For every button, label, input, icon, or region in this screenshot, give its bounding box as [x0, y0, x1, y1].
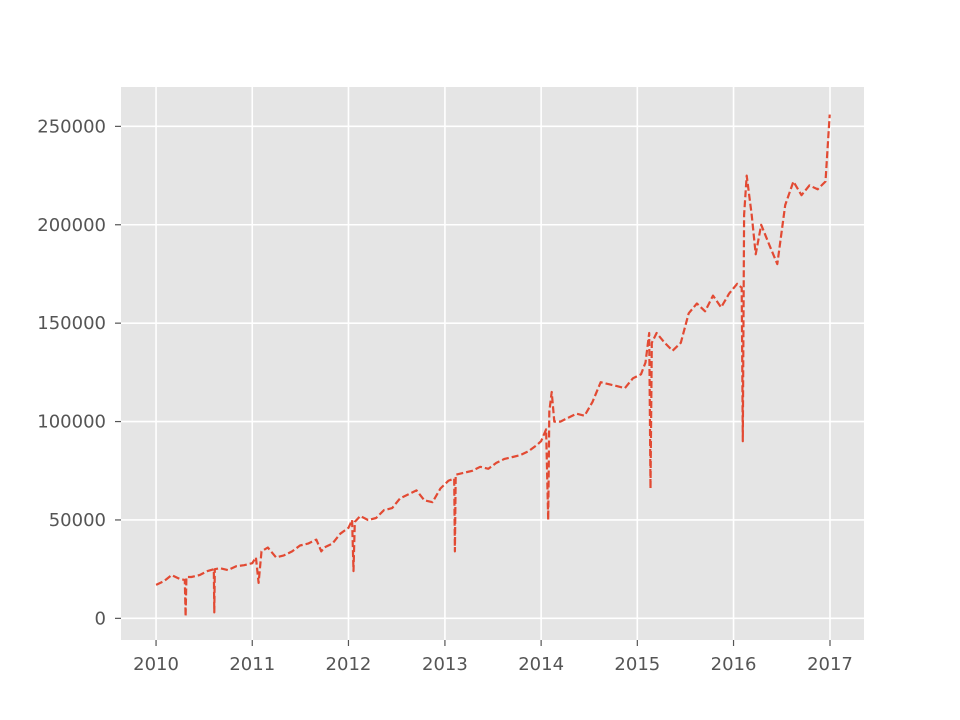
x-tick-label: 2017: [807, 654, 853, 675]
y-tick-label: 0: [95, 608, 106, 629]
x-tick-labels: 2010 2011 2012 2013 2014 2015 2016 2017: [133, 654, 853, 675]
y-tick-labels: 0 50000 100000 150000 200000 250000: [37, 116, 106, 629]
x-tick-label: 2013: [422, 654, 468, 675]
series-line: [155, 114, 831, 618]
x-tick-label: 2012: [326, 654, 372, 675]
y-tick-label: 250000: [37, 116, 106, 137]
series-layer: [155, 114, 831, 618]
y-tick-label: 150000: [37, 313, 106, 334]
y-tick-label: 50000: [49, 510, 106, 531]
y-tick-label: 100000: [37, 412, 106, 433]
grid-lines: [121, 87, 864, 640]
x-tick-label: 2016: [711, 654, 757, 675]
plot-background: [121, 87, 864, 640]
x-tick-label: 2011: [229, 654, 275, 675]
x-tick-label: 2014: [518, 654, 564, 675]
x-tick-label: 2010: [133, 654, 179, 675]
tick-marks: [115, 125, 831, 646]
y-tick-label: 200000: [37, 215, 106, 236]
x-tick-label: 2015: [614, 654, 660, 675]
